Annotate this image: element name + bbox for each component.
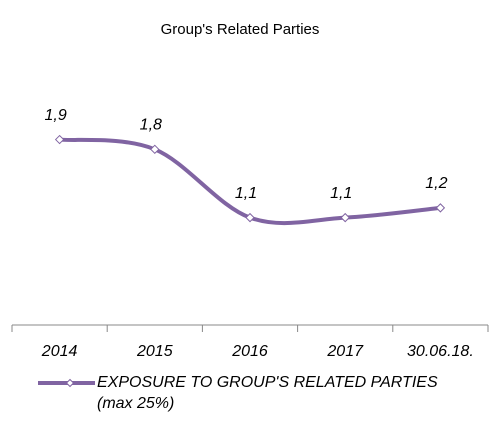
marker	[245, 212, 255, 223]
legend-label: EXPOSURE TO GROUP'S RELATED PARTIES (max…	[97, 374, 447, 412]
x-tick-label: 2017	[326, 343, 364, 360]
marker	[435, 203, 446, 213]
chart-title: Group's Related Parties	[161, 21, 320, 38]
marker	[340, 212, 350, 223]
data-label: 1,2	[425, 175, 447, 192]
x-tick-label: 2015	[136, 343, 173, 360]
data-label: 1,8	[140, 117, 162, 134]
data-label: 1,1	[235, 185, 257, 202]
marker	[54, 134, 65, 145]
marker	[150, 144, 160, 155]
legend-marker	[65, 378, 75, 388]
data-label: 1,1	[330, 185, 352, 202]
x-tick-label: 2016	[231, 343, 268, 360]
x-tick-label: 2014	[41, 343, 78, 360]
line	[57, 137, 443, 226]
x-tick-label: 30.06.18.	[407, 343, 474, 360]
data-label: 1,9	[44, 107, 66, 124]
